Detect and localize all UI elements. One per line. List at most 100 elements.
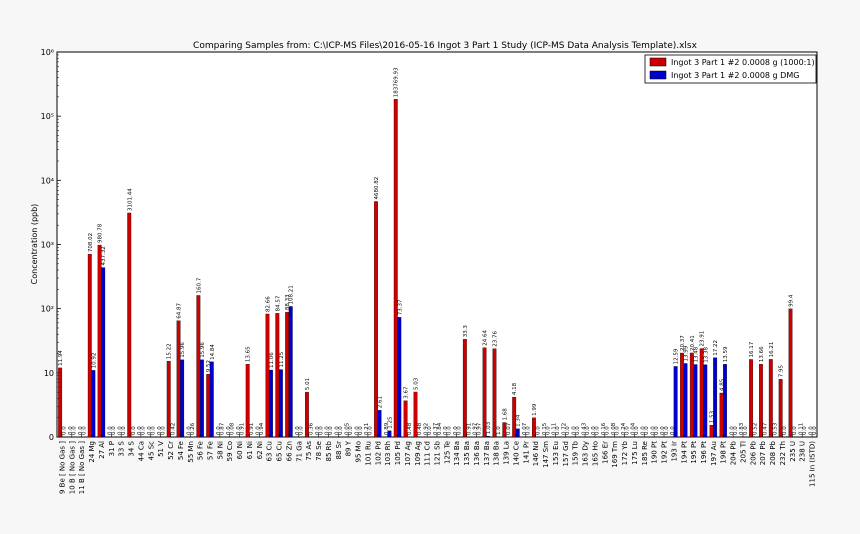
data-label-series1: 0.37 (433, 422, 439, 435)
data-label-series2: 0.0 (624, 426, 630, 435)
bar-series1 (304, 391, 309, 438)
data-label-series1: 0.15 (542, 422, 548, 435)
bar-series1 (176, 320, 181, 438)
x-tick-label: 159 Tb (572, 440, 580, 465)
data-label-series1: 0.08 (611, 422, 617, 435)
x-tick-label: 137 Ba (483, 441, 491, 466)
data-label-series2: 0.91 (249, 423, 255, 435)
data-label-series2: 0.0 (545, 426, 551, 435)
data-label-series2: 0.26 (190, 422, 196, 435)
data-label-series1: 16.17 (749, 341, 755, 357)
x-axis-ticks: 9 Be [ No Gas ] 10 B [ No Gas ] 11 B [ No … (58, 434, 817, 494)
legend: Ingot 3 Part 1 #2 0.0008 g (1000:1) Ingo… (644, 54, 817, 84)
data-label-series1: 0.0 (354, 426, 360, 435)
bar-series2 (673, 366, 678, 438)
bar-series2 (288, 306, 293, 438)
x-tick-label: 175 Lu (631, 441, 639, 465)
y-tick-label: 10⁶ (41, 48, 54, 57)
x-tick-label: 205 Tl (739, 441, 747, 463)
data-label-series2: 11.06 (269, 352, 275, 368)
data-label-series2: 0.0 (299, 426, 305, 435)
data-label-series1: 1.53 (710, 410, 716, 423)
data-label-series2: 13.99 (684, 345, 690, 361)
data-label-series2: 0.53 (772, 422, 778, 435)
bar-series1 (393, 99, 398, 438)
data-label-series2: 0.91 (466, 423, 472, 435)
x-tick-label: 95 Mo (355, 441, 363, 462)
data-label-series2: 0.0 (111, 426, 117, 435)
x-tick-label: 71 Ga (295, 441, 303, 462)
data-label-series1: 0.0 (443, 426, 449, 435)
x-tick-label: 153 Eu (552, 441, 560, 465)
data-label-series2: 1.03 (486, 421, 492, 434)
x-tick-label: 197 Au (710, 441, 718, 466)
x-tick-label: 193 Ir (670, 441, 678, 462)
bar-series1 (768, 359, 773, 438)
x-tick-label: 66 Zn (285, 441, 293, 461)
data-label-series1: 24.64 (483, 329, 489, 345)
data-label-series1: 15.22 (167, 343, 173, 359)
y-tick-label: 10⁵ (41, 112, 54, 121)
data-label-series2: 0.0 (318, 426, 324, 435)
y-tick-label: 10 (44, 369, 54, 378)
x-tick-label: 206 Pb (749, 440, 757, 465)
data-label-series1: 0.97 (473, 422, 479, 435)
data-label-series1: 9.52 (206, 360, 212, 372)
x-tick-label: 232 Th (779, 441, 787, 465)
data-label-series1: 0.43 (581, 422, 587, 435)
x-tick-label: 138 Ba (493, 441, 501, 466)
data-label-series1: 160.7 (196, 277, 202, 293)
data-label-series1: 0.0 (325, 426, 331, 435)
data-label-series1: 0.0 (808, 426, 814, 435)
bar-series2 (397, 317, 402, 438)
x-tick-label: 55 Mn (187, 441, 195, 463)
data-label-series2: 0.0 (812, 426, 818, 435)
x-tick-label: 45 Sc (147, 441, 155, 461)
data-label-series2: 12.59 (674, 348, 680, 364)
data-label-series1: 0.0 (335, 426, 341, 435)
x-tick-label: 238 U (799, 441, 807, 462)
data-label-series1: 0.0 (660, 426, 666, 435)
data-label-series2: 0.87 (220, 422, 226, 435)
data-label-series2: 0.97 (476, 422, 482, 435)
x-tick-label: 147 Sm (542, 441, 550, 468)
data-label-series2: 0.0 (535, 426, 541, 435)
x-tick-label: 59 Co (226, 441, 234, 461)
data-label-series1: 0.83 (739, 422, 745, 435)
y-axis-ticks: 0 10 10² 10³ 10⁴ 10⁵ 10⁶ (41, 48, 61, 442)
bar-series1 (87, 253, 92, 438)
x-tick-label: 169 Tm (611, 441, 619, 468)
data-label-series2: 0.0 (368, 426, 374, 435)
x-tick-label: 135 Ba (463, 441, 471, 466)
data-label-series1: 0.0 (650, 426, 656, 435)
bar-series2 (199, 359, 204, 438)
x-tick-label: 58 Ni (216, 441, 224, 459)
data-label-series2: 0.84 (437, 422, 443, 435)
data-label-series2: 0.0 (733, 426, 739, 435)
data-label-series2: 13.48 (693, 346, 699, 362)
data-label-series1: 11.94 (58, 350, 64, 366)
x-tick-label: 24 Mg (88, 441, 96, 463)
bar-series1 (245, 364, 250, 438)
x-tick-label: 140 Ce (512, 441, 520, 466)
data-label-series1: 0.07 (522, 422, 528, 435)
x-tick-label: 139 La (503, 441, 511, 465)
data-label-series1: 7.95 (779, 364, 785, 377)
x-tick-label: 52 Cr (167, 441, 175, 460)
data-label-series1: 3101.44 (127, 188, 133, 211)
data-label-series1: 64.87 (177, 302, 183, 318)
data-label-series2: 0.0 (664, 426, 670, 435)
data-label-series2: 14.84 (210, 344, 216, 360)
bar-series1 (719, 392, 724, 438)
x-tick-label: 9 Be [ No Gas ] (58, 441, 66, 494)
data-label-series2: 0.0 (605, 426, 611, 435)
x-tick-label: 204 Pb (730, 440, 738, 465)
data-label-series1: 0.11 (798, 423, 804, 435)
data-label-series2: 0.0 (160, 426, 166, 435)
data-label-series2: 0.0 (565, 426, 571, 435)
bar-series2 (713, 357, 718, 438)
data-label-series1: 0.0 (256, 426, 262, 435)
data-label-series1: 0.0 (453, 426, 459, 435)
data-label-series2: 0.0 (585, 426, 591, 435)
